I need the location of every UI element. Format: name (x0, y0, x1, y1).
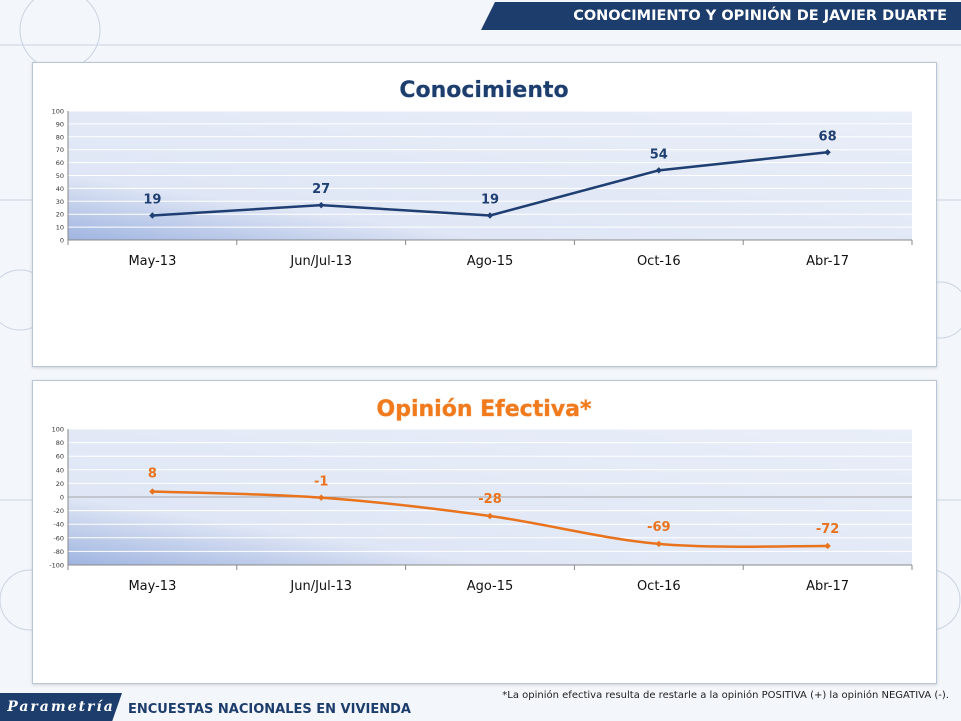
y-tick-label: 40 (56, 466, 64, 474)
x-tick-label: Ago-15 (467, 579, 514, 594)
data-label: -69 (647, 520, 671, 535)
data-point (486, 212, 494, 219)
chart-title: Conocimiento (399, 78, 568, 103)
y-tick-label: 80 (56, 439, 64, 447)
y-tick-label: 80 (56, 133, 64, 141)
data-point (824, 149, 831, 156)
y-tick-label: -40 (53, 521, 64, 529)
data-label: 8 (148, 467, 157, 482)
footnote: *La opinión efectiva resulta de restarle… (502, 690, 949, 701)
y-tick-label: 90 (56, 120, 64, 128)
y-tick-label: 10 (56, 224, 64, 232)
y-tick-label: -20 (53, 507, 64, 515)
chart-title: Opinión Efectiva* (377, 397, 592, 422)
x-tick-label: May-13 (128, 579, 176, 594)
data-point (655, 540, 662, 548)
data-point (149, 212, 156, 219)
x-tick-label: Oct-16 (637, 579, 681, 594)
y-tick-label: 20 (56, 480, 64, 488)
data-label: -28 (478, 492, 502, 507)
x-tick-label: Oct-16 (637, 254, 681, 269)
y-tick-label: -60 (53, 534, 64, 542)
y-tick-label: 60 (56, 159, 64, 167)
conocimiento-chart-panel: Conocimiento 0 10 20 30 40 50 60 70 80 90 100 May-13… (32, 62, 937, 367)
data-point (318, 201, 325, 209)
x-tick-label: Jun/Jul-13 (289, 254, 352, 269)
opinion-efectiva-chart: Opinión Efectiva* -100 -80 -60 -40 -20 0 20 40 60… (49, 397, 913, 594)
y-tick-label: 0 (60, 494, 64, 502)
y-tick-label: 0 (60, 237, 64, 245)
page-title: CONOCIMIENTO Y OPINIÓN DE JAVIER DUARTE (573, 8, 947, 24)
x-tick-label: Jun/Jul-13 (289, 579, 352, 594)
data-label: -1 (314, 475, 328, 490)
x-tick-label: Abr-17 (806, 579, 849, 594)
conocimiento-chart: Conocimiento 0 10 20 30 40 50 60 70 80 90 100 May-13… (52, 78, 913, 269)
data-label: 27 (312, 182, 330, 197)
opinion-efectiva-chart-panel: Opinión Efectiva* -100 -80 -60 -40 -20 0 20 40 60… (32, 380, 937, 684)
y-tick-label: 30 (56, 198, 64, 206)
x-tick-label: May-13 (128, 254, 176, 269)
page-header: CONOCIMIENTO Y OPINIÓN DE JAVIER DUARTE (481, 2, 961, 30)
x-tick-label: Abr-17 (806, 254, 849, 269)
y-tick-label: 50 (56, 172, 64, 180)
y-tick-label: 70 (56, 146, 64, 154)
data-label: 19 (481, 192, 499, 207)
y-tick-label: 40 (56, 185, 64, 193)
y-tick-label: 20 (56, 211, 64, 219)
y-tick-label: -100 (49, 562, 64, 570)
logo-text: Parametría (7, 699, 115, 715)
parametria-logo: Parametría (0, 693, 122, 721)
data-label: 19 (143, 192, 161, 207)
data-point (655, 167, 662, 174)
x-tick-label: Ago-15 (467, 254, 514, 269)
y-tick-label: 100 (52, 108, 64, 116)
data-point (149, 488, 156, 495)
y-tick-label: -80 (53, 548, 64, 556)
data-label: 68 (819, 129, 837, 144)
y-tick-label: 100 (52, 426, 64, 434)
data-label: 54 (650, 147, 668, 162)
footer-title: ENCUESTAS NACIONALES EN VIVIENDA (128, 702, 411, 717)
y-tick-label: 60 (56, 453, 64, 461)
data-point (318, 494, 325, 501)
data-label: -72 (816, 522, 840, 537)
